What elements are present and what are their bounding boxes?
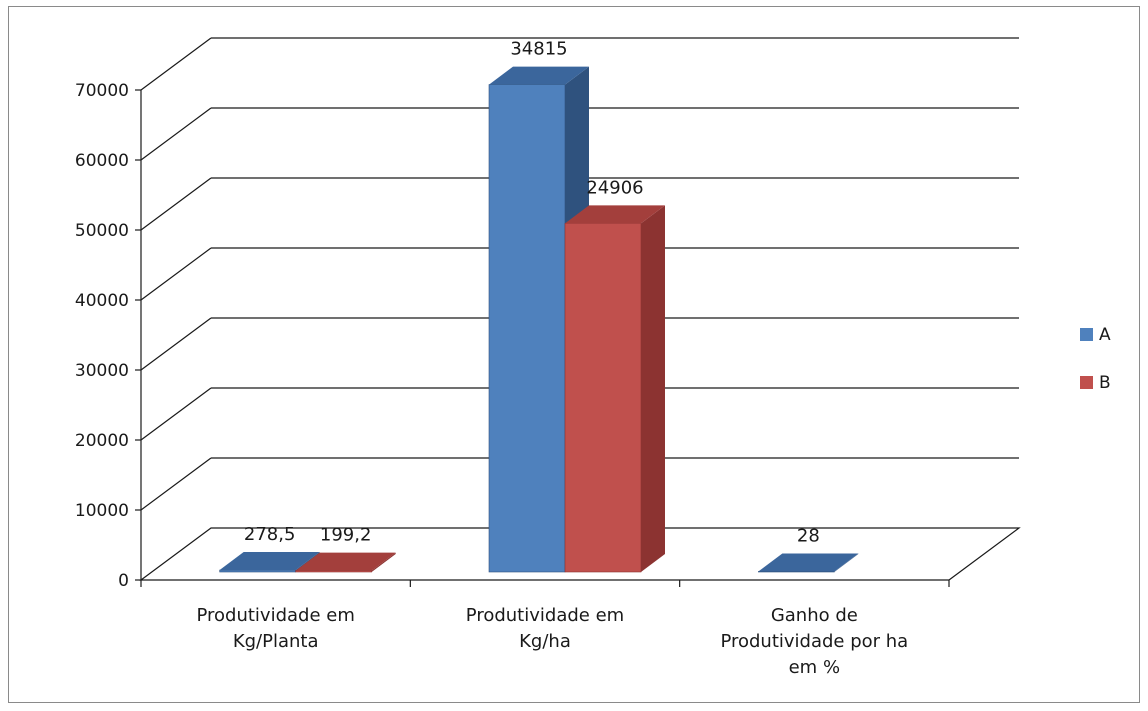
y-tick-label: 60000 — [75, 151, 129, 171]
gridline-depth — [140, 247, 212, 301]
gridline-depth — [140, 387, 212, 441]
y-tick-label: 50000 — [75, 221, 129, 241]
chart-frame: 0 10000 20000 30000 40000 50000 60000 70000 Prod… — [8, 6, 1140, 703]
data-label: 199,2 — [320, 525, 372, 546]
x-category-label-line: Produtividade em — [196, 605, 354, 626]
legend-swatch-A — [1080, 328, 1093, 341]
x-category-label-line: Kg/ha — [519, 631, 571, 652]
legend-swatch-B — [1080, 376, 1093, 389]
data-label: 28 — [797, 526, 820, 547]
gridline-depth — [140, 457, 212, 511]
bar-top-A — [489, 66, 589, 85]
data-label: 278,5 — [244, 524, 296, 545]
bar-top-B — [295, 552, 396, 571]
y-tick-label: 10000 — [75, 501, 129, 521]
bar-A — [488, 84, 566, 573]
bar-B — [564, 223, 642, 573]
y-tick-label: 30000 — [75, 361, 129, 381]
y-tick-label: 40000 — [75, 291, 129, 311]
bar-chart: 0 10000 20000 30000 40000 50000 60000 70000 Prod… — [75, 37, 1111, 678]
x-category-label: Produtividade em Kg/ha — [466, 605, 624, 652]
bar-A — [219, 569, 296, 573]
x-category-label-line: Produtividade por ha — [720, 631, 908, 652]
x-category-label-line: Ganho de — [771, 605, 858, 626]
gridline-depth — [140, 317, 212, 371]
x-category-label: Ganho de Produtividade por ha em % — [720, 605, 908, 678]
y-tick-label: 70000 — [75, 81, 129, 101]
legend-label: B — [1099, 373, 1111, 393]
bar-B — [295, 570, 372, 573]
bar-side-A — [834, 553, 859, 572]
bar-top-A — [758, 553, 859, 572]
gridline-depth — [140, 177, 212, 231]
bar-side-B — [371, 552, 396, 572]
legend-label: A — [1099, 325, 1111, 345]
bar-A — [758, 571, 835, 573]
bar-top-B — [565, 205, 665, 224]
y-tick-label: 20000 — [75, 431, 129, 451]
bar-side-B — [641, 205, 665, 573]
data-label: 34815 — [510, 39, 567, 60]
x-category-label-line: Produtividade em — [466, 605, 624, 626]
y-tick-label: 0 — [118, 571, 129, 591]
x-category-label-line: Kg/Planta — [233, 631, 319, 652]
gridline-depth — [140, 37, 212, 91]
x-category-label-line: em % — [789, 657, 840, 678]
bar-top-A — [219, 552, 320, 571]
gridline-depth — [140, 107, 212, 161]
x-category-label: Produtividade em Kg/Planta — [196, 605, 354, 652]
data-label: 24906 — [586, 177, 643, 198]
